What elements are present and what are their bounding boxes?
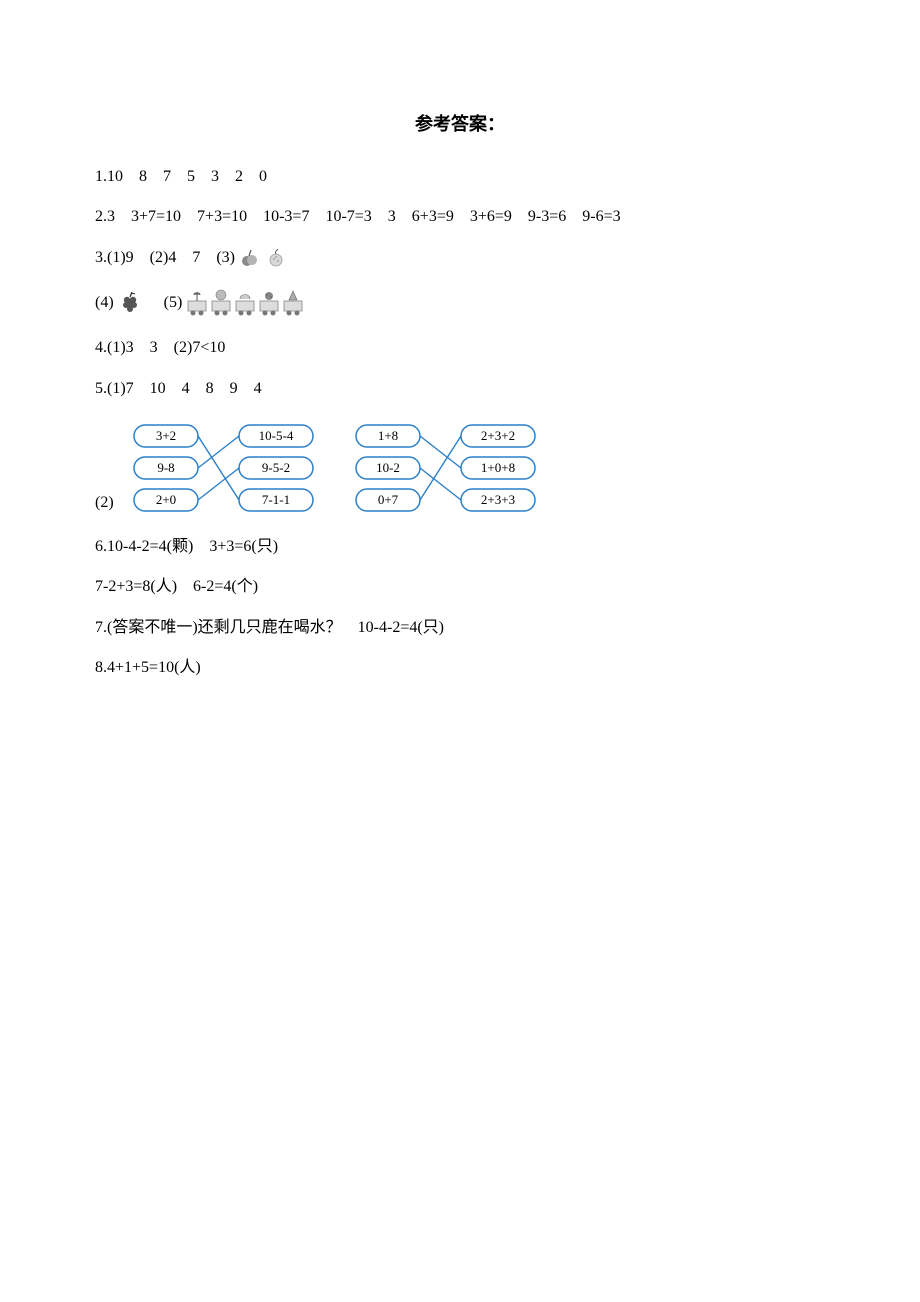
answer-line-4post: 4.(1)3 3 (2)7<10 bbox=[95, 337, 825, 359]
answer-line-6: 6.10-4-2=4(颗) 3+3=6(只) bbox=[95, 536, 825, 558]
answer-line-4a: (4) bbox=[95, 292, 114, 314]
svg-text:9-5-2: 9-5-2 bbox=[262, 460, 290, 475]
svg-text:3+2: 3+2 bbox=[155, 428, 175, 443]
answer-line-3: 3.(1)9 (2)4 7 (3) bbox=[95, 247, 825, 269]
svg-text:9-8: 9-8 bbox=[157, 460, 174, 475]
answer-line-5: 5.(1)7 10 4 8 9 4 bbox=[95, 378, 825, 400]
svg-text:1+0+8: 1+0+8 bbox=[481, 460, 515, 475]
answer-line-3-text: 3.(1)9 (2)4 7 (3) bbox=[95, 247, 235, 269]
svg-text:2+3+2: 2+3+2 bbox=[481, 428, 515, 443]
svg-text:10-5-4: 10-5-4 bbox=[258, 428, 293, 443]
page-title: 参考答案： bbox=[95, 110, 825, 136]
grape-icon bbox=[118, 290, 144, 316]
matching-prefix: (2) bbox=[95, 494, 114, 518]
svg-text:2+3+3: 2+3+3 bbox=[481, 492, 515, 507]
svg-text:2+0: 2+0 bbox=[155, 492, 175, 507]
answer-line-4: (4) (5) bbox=[95, 287, 825, 319]
matching-svg: 3+2 9-8 2+0 10-5-4 9-5-2 7-1-1 1+8 10-2 0+7 2+3+2… bbox=[116, 418, 546, 518]
svg-text:0+7: 0+7 bbox=[377, 492, 398, 507]
answer-line-4b: (5) bbox=[148, 292, 183, 314]
svg-text:1+8: 1+8 bbox=[377, 428, 397, 443]
svg-text:10-2: 10-2 bbox=[376, 460, 400, 475]
answer-line-1: 1.10 8 7 5 3 2 0 bbox=[95, 166, 825, 188]
answer-line-9: 8.4+1+5=10(人) bbox=[95, 657, 825, 679]
train-icon bbox=[186, 287, 306, 319]
fruit-icon-1 bbox=[239, 247, 261, 269]
fruit-icon-2 bbox=[265, 247, 287, 269]
svg-text:7-1-1: 7-1-1 bbox=[262, 492, 290, 507]
matching-diagram: (2) 3+2 9-8 2+0 10-5-4 9-5-2 7-1-1 1+8 10-2 0+7 2… bbox=[95, 418, 825, 518]
answer-line-2: 2.3 3+7=10 7+3=10 10-3=7 10-7=3 3 6+3=9 … bbox=[95, 206, 825, 228]
answer-sheet: 参考答案： 1.10 8 7 5 3 2 0 2.3 3+7=10 7+3=10… bbox=[0, 0, 920, 680]
answer-line-8: 7.(答案不唯一)还剩几只鹿在喝水？ 10-4-2=4(只) bbox=[95, 617, 825, 639]
answer-line-7: 7-2+3=8(人) 6-2=4(个) bbox=[95, 576, 825, 598]
